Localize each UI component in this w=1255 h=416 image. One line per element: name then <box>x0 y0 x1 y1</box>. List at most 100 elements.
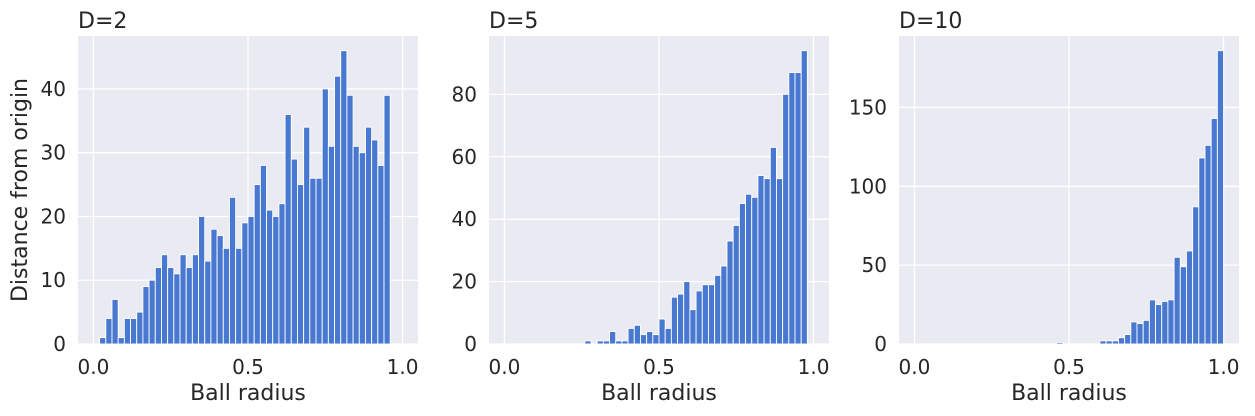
histogram-bar <box>584 340 592 345</box>
histogram-bar <box>1142 319 1150 345</box>
histogram-bar <box>377 164 385 345</box>
chart-title: D=10 <box>899 9 962 34</box>
histogram-bar <box>726 240 734 345</box>
histogram-bar <box>732 224 740 345</box>
histogram-bar <box>161 254 169 345</box>
histogram-bar <box>253 184 261 345</box>
histogram-bar <box>695 290 703 345</box>
histogram-bar <box>235 247 243 345</box>
y-tick-label: 80 <box>452 82 477 106</box>
histogram-bar <box>621 340 629 345</box>
histogram-bar <box>1167 299 1175 345</box>
histogram-bar <box>776 178 784 345</box>
histogram-bar <box>794 72 802 345</box>
histogram-bar <box>1056 341 1064 345</box>
histogram-bar <box>1136 323 1144 345</box>
histogram-bar <box>278 203 286 345</box>
histogram-bar <box>640 334 648 345</box>
histogram-bar <box>627 327 635 345</box>
y-tick-label: 0 <box>53 332 66 356</box>
y-tick-label: 100 <box>849 174 887 198</box>
histogram-bar <box>701 284 709 345</box>
histogram-bar <box>1186 250 1194 345</box>
y-tick-label: 0 <box>464 332 477 356</box>
histogram-bar <box>720 265 728 345</box>
histogram-bar <box>658 318 666 345</box>
histogram-bar <box>1124 334 1132 345</box>
histogram-bar <box>241 222 249 345</box>
chart-title: D=5 <box>489 9 538 34</box>
histogram-bar <box>788 72 796 345</box>
histogram-bar <box>229 196 237 345</box>
histogram-bar <box>1198 157 1206 345</box>
y-tick-label: 150 <box>849 95 887 119</box>
histogram-bar <box>763 178 771 345</box>
histogram-bar <box>745 193 753 345</box>
histogram-bar <box>136 311 144 345</box>
histogram-bar <box>105 318 113 345</box>
histogram-bar <box>179 254 187 345</box>
histogram-bar <box>615 340 623 345</box>
histogram-bar <box>358 152 366 345</box>
histogram-bar <box>800 50 808 345</box>
y-tick-label: 10 <box>41 268 66 292</box>
histogram-bar <box>1192 206 1200 345</box>
histogram-bar <box>216 235 224 345</box>
histogram-bar <box>371 139 379 345</box>
histogram-bar <box>297 184 305 345</box>
histogram-bar <box>266 209 274 345</box>
histogram-bar <box>303 126 311 345</box>
histogram-bar <box>1216 50 1224 345</box>
histogram-bar <box>117 337 125 345</box>
histogram-bar <box>346 94 354 345</box>
x-axis-label: Ball radius <box>601 381 717 406</box>
histogram-bar <box>290 158 298 345</box>
x-axis-label: Ball radius <box>190 381 306 406</box>
histogram-bar <box>1210 118 1218 345</box>
histogram-bar <box>191 254 199 345</box>
x-axis-label: Ball radius <box>1011 381 1127 406</box>
histogram-bar <box>340 50 348 345</box>
histogram-bar <box>1105 340 1113 345</box>
histogram-bar <box>769 146 777 345</box>
histogram-bar <box>646 331 654 345</box>
y-tick-label: 20 <box>452 270 477 294</box>
histogram-bar <box>1099 340 1107 345</box>
histogram-bar <box>272 216 280 345</box>
chart-panel-1: 0.0 0.5 1.0 0 10 20 30 40 D=2 Ball radius Distance… <box>8 9 418 406</box>
histogram-bar <box>1130 321 1138 345</box>
histogram-bar <box>334 75 342 345</box>
histogram-bar <box>1155 304 1163 345</box>
histogram-bar <box>708 284 716 345</box>
histogram-bar <box>210 228 218 345</box>
y-tick-label: 50 <box>862 253 887 277</box>
histogram-bar <box>782 93 790 345</box>
histogram-bar <box>383 94 391 345</box>
x-tick-label: 0.0 <box>489 355 521 379</box>
histogram-bar <box>315 177 323 345</box>
x-tick-label: 0.5 <box>232 355 264 379</box>
histogram-bar <box>222 247 230 345</box>
chart-panel-2: 0.0 0.5 1.0 0 20 40 60 80 D=5 Ball radius <box>452 9 830 406</box>
histogram-bar <box>714 274 722 345</box>
histogram-bar <box>167 267 175 345</box>
histogram-bar <box>757 175 765 345</box>
histogram-bar <box>1148 299 1156 345</box>
histogram-bar <box>99 337 107 345</box>
y-tick-label: 40 <box>41 77 66 101</box>
x-tick-label: 0.5 <box>643 355 675 379</box>
histogram-bar <box>352 145 360 345</box>
histogram-bar <box>1179 266 1187 345</box>
histogram-bar <box>185 267 193 345</box>
histogram-bar <box>309 177 317 345</box>
chart-title: D=2 <box>78 9 127 34</box>
histogram-bar <box>602 340 610 345</box>
y-tick-label: 30 <box>41 141 66 165</box>
x-tick-label: 0.0 <box>78 355 110 379</box>
histogram-bar <box>1118 337 1126 345</box>
histogram-bar <box>633 324 641 345</box>
histogram-bar <box>148 279 156 345</box>
histogram-bar <box>596 340 604 345</box>
histogram-bar <box>365 126 373 345</box>
histogram-bar <box>609 331 617 345</box>
